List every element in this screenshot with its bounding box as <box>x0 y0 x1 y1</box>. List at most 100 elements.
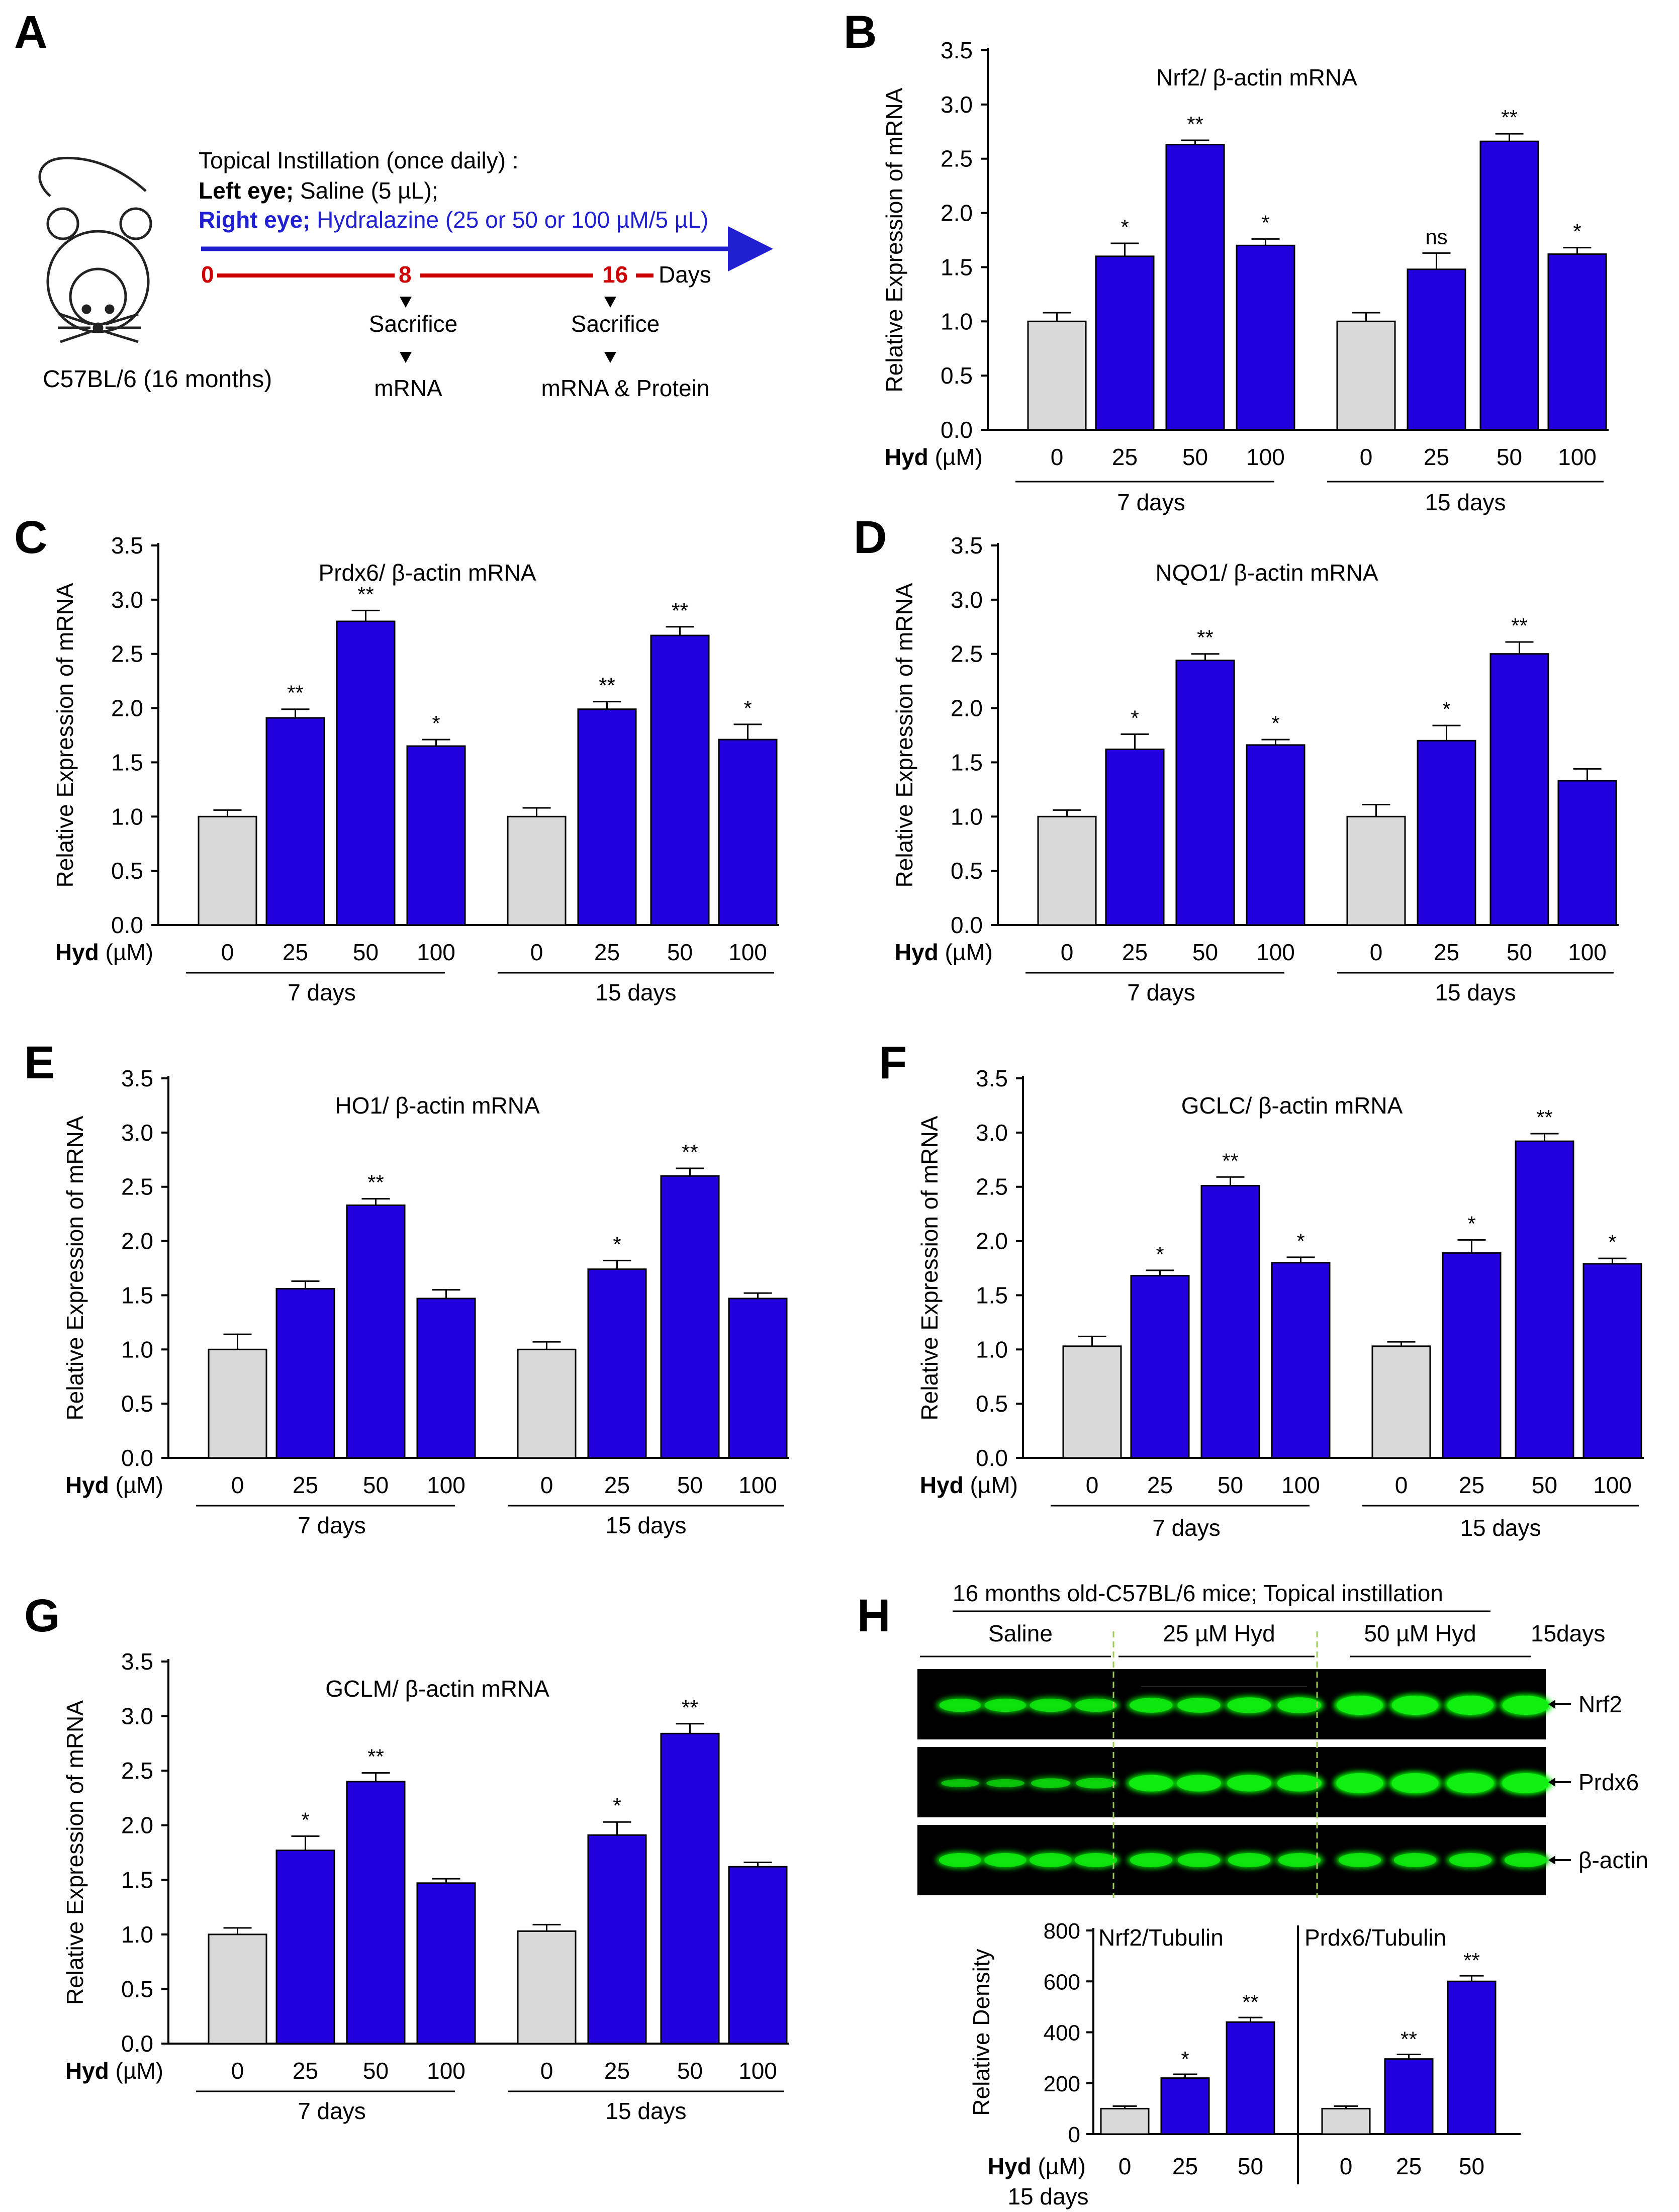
x-axis-label-bold: Hyd <box>920 1472 964 1498</box>
x-tick-label: 100 <box>1246 444 1285 470</box>
significance-label: * <box>1442 697 1450 721</box>
density-x-axis-label-bold: Hyd <box>988 2153 1032 2179</box>
significance-label: * <box>1131 706 1139 729</box>
y-tick-label: 1.0 <box>121 1921 153 1948</box>
significance-label: ** <box>1501 106 1518 129</box>
x-tick-label: 50 <box>353 939 379 965</box>
blot-band-core <box>1392 1695 1438 1715</box>
y-tick-label: 0.0 <box>121 2031 153 2057</box>
y-tick-label: 0.5 <box>941 362 973 389</box>
x-tick-label: 0 <box>221 939 234 965</box>
timeline-days-label: Days <box>659 261 711 288</box>
bar <box>1130 1275 1190 1459</box>
bar <box>507 815 567 926</box>
blot-band-core <box>1177 1775 1221 1792</box>
density-significance: * <box>1181 2047 1189 2071</box>
right-eye-line: Right eye; Hydralazine (25 or 50 or 100 … <box>199 207 708 233</box>
blot-band-core <box>1277 1775 1322 1792</box>
blot-label: Nrf2 <box>1578 1691 1622 1717</box>
y-tick-label: 1.5 <box>976 1282 1008 1308</box>
y-tick-label: 3.0 <box>941 91 973 118</box>
y-tick-label: 3.0 <box>951 587 983 613</box>
blot-band-core <box>1338 1853 1381 1868</box>
x-tick-label: 0 <box>231 1472 244 1498</box>
y-tick-label: 2.0 <box>121 1228 153 1254</box>
bar <box>650 634 710 926</box>
significance-label: ** <box>357 582 374 606</box>
bar <box>346 1781 406 2045</box>
bar <box>660 1175 720 1459</box>
y-tick-label: 0.0 <box>951 912 983 938</box>
x-tick-label: 25 <box>293 1472 318 1498</box>
blot-arrow-head <box>1548 1856 1555 1865</box>
y-axis-label: Relative Expression of mRNA <box>52 583 78 887</box>
x-tick-label: 0 <box>530 939 543 965</box>
x-tick-label: 25 <box>1147 1472 1173 1498</box>
panel-c: C Prdx6/ β-actin mRNA 0.0 0.5 1.0 1.5 2.0 2.5 3.… <box>14 512 779 1005</box>
arrow-down-icon <box>604 297 616 308</box>
blot-band-core <box>1031 1778 1070 1788</box>
significance-label: ** <box>1187 112 1203 136</box>
blot-label: Prdx6 <box>1578 1769 1639 1795</box>
x-axis-label: Hyd (µM) <box>65 1472 163 1498</box>
chart-title: NQO1/ β-actin mRNA <box>1155 560 1378 586</box>
x-tick-label: 50 <box>667 939 693 965</box>
bar-panels: B Nrf2/ β-actin mRNA 0.0 0.5 1.0 1.5 2.0 2.5 3.0… <box>14 7 1644 2124</box>
panel-letter: F <box>879 1037 907 1088</box>
x-axis-label-bold: Hyd <box>65 2058 109 2084</box>
significance-label: ** <box>599 674 615 697</box>
y-tick-label: 2.0 <box>111 695 143 721</box>
y-tick-label: 1.0 <box>951 803 983 829</box>
x-axis-label: Hyd (µM) <box>55 939 153 965</box>
y-tick-label: 0.5 <box>121 1976 153 2002</box>
density-bar <box>1100 2107 1150 2135</box>
group-label: 7 days <box>288 979 356 1005</box>
x-tick-label: 0 <box>1360 444 1373 470</box>
y-tick-label: 3.5 <box>976 1065 1008 1091</box>
group-label: 7 days <box>1117 489 1185 515</box>
bar <box>416 1882 476 2045</box>
blot-band-core <box>1277 1697 1322 1713</box>
significance-label: * <box>432 711 440 735</box>
right-eye-bold: Right eye; <box>199 207 310 233</box>
group-label: 15 days <box>1435 979 1516 1005</box>
density-bar <box>1384 2058 1434 2135</box>
density-y-tick-label: 800 <box>1044 1919 1080 1944</box>
chart-title: Nrf2/ β-actin mRNA <box>1156 64 1357 90</box>
x-tick-label: 100 <box>1281 1472 1320 1498</box>
panel-h-title: 16 months old-C57BL/6 mice; Topical inst… <box>953 1580 1443 1606</box>
bar <box>728 1298 788 1459</box>
strain-label: C57BL/6 (16 months) <box>43 366 272 393</box>
significance-label: * <box>1121 215 1129 239</box>
blot-band-core <box>1228 1853 1271 1868</box>
y-tick-label: 2.0 <box>941 200 973 226</box>
bar <box>1417 740 1476 926</box>
x-tick-label: 100 <box>417 939 455 965</box>
density-x-tick-label: 50 <box>1238 2153 1263 2179</box>
bar <box>1062 1345 1122 1459</box>
blot-label: β-actin <box>1578 1847 1648 1873</box>
y-tick-label: 1.0 <box>941 308 973 334</box>
y-tick-label: 0.0 <box>941 417 973 443</box>
group-label: 15 days <box>595 979 676 1005</box>
blot-band-core <box>1391 1773 1439 1793</box>
blot-band-core <box>1075 1698 1117 1712</box>
group-label: 15 days <box>605 1512 686 1538</box>
bar <box>718 739 778 926</box>
bar <box>1515 1140 1574 1459</box>
significance-label: ** <box>682 1696 698 1719</box>
y-tick-label: 3.0 <box>121 1120 153 1146</box>
density-footer: 15 days <box>1007 2183 1088 2209</box>
density-y-tick-label: 200 <box>1044 2072 1080 2096</box>
panel-a: A C57BL/6 (16 months) Topical Instillati… <box>14 7 773 401</box>
panel-e: E HO1/ β-actin mRNA 0.0 0.5 1.0 1.5 2.0 2.5 3.0 3… <box>24 1037 789 1538</box>
x-tick-label: 0 <box>540 1472 553 1498</box>
blot-band-core <box>1393 1853 1437 1868</box>
y-tick-label: 1.5 <box>941 254 973 280</box>
chart-title: GCLC/ β-actin mRNA <box>1181 1092 1403 1119</box>
blot-band-core <box>1130 1698 1173 1713</box>
bar <box>275 1850 335 2045</box>
blot-band-core <box>1177 1698 1221 1713</box>
bar <box>587 1834 647 2045</box>
group-label: 7 days <box>298 2098 366 2124</box>
